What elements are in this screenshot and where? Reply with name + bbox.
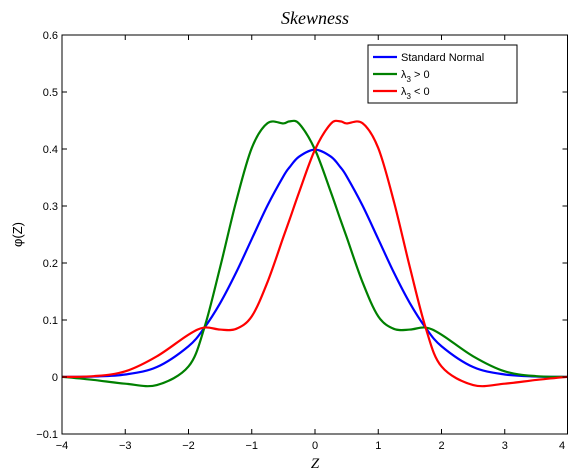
x-tick-label: 3 [502,440,508,452]
x-tick-label: −3 [119,440,132,452]
legend-entry-standard-normal: Standard Normal [373,52,484,64]
legend-label: λ3 < 0 [401,86,430,101]
y-tick-label: 0.3 [43,201,58,213]
legend: Standard Normal λ3 > 0 λ3 < 0 [367,44,518,104]
legend-entry-lambda3-negative: λ3 < 0 [373,86,430,101]
y-tick-label: 0.1 [43,315,58,327]
x-axis-label: Z [311,456,320,472]
legend-label: λ3 > 0 [401,69,430,84]
x-tick-label: 2 [438,440,444,452]
y-tick-label: 0.6 [43,30,58,42]
series-lines [62,119,568,388]
y-axis-label: φ(Z) [10,222,25,247]
y-tick-label: 0 [52,372,58,384]
x-tick-label: −4 [56,440,69,452]
x-tick-label: 0 [312,440,318,452]
ticks: −4 −3 −2 −1 0 1 2 3 4 −0.1 0 0.1 0.2 0.3 0.4 0.5 0.6 [36,30,568,452]
y-tick-label: 0.2 [43,258,58,270]
x-tick-label: −2 [182,440,195,452]
chart-title: Skewness [281,8,349,28]
x-tick-label: 1 [375,440,381,452]
y-tick-label: 0.4 [43,144,58,156]
y-tick-label: −0.1 [36,429,58,441]
legend-label: Standard Normal [401,52,484,64]
x-tick-label: 4 [559,440,565,452]
y-tick-label: 0.5 [43,87,58,99]
x-tick-label: −1 [245,440,258,452]
series-line-lambda3-negative [62,119,568,388]
legend-entry-lambda3-positive: λ3 > 0 [373,69,430,84]
